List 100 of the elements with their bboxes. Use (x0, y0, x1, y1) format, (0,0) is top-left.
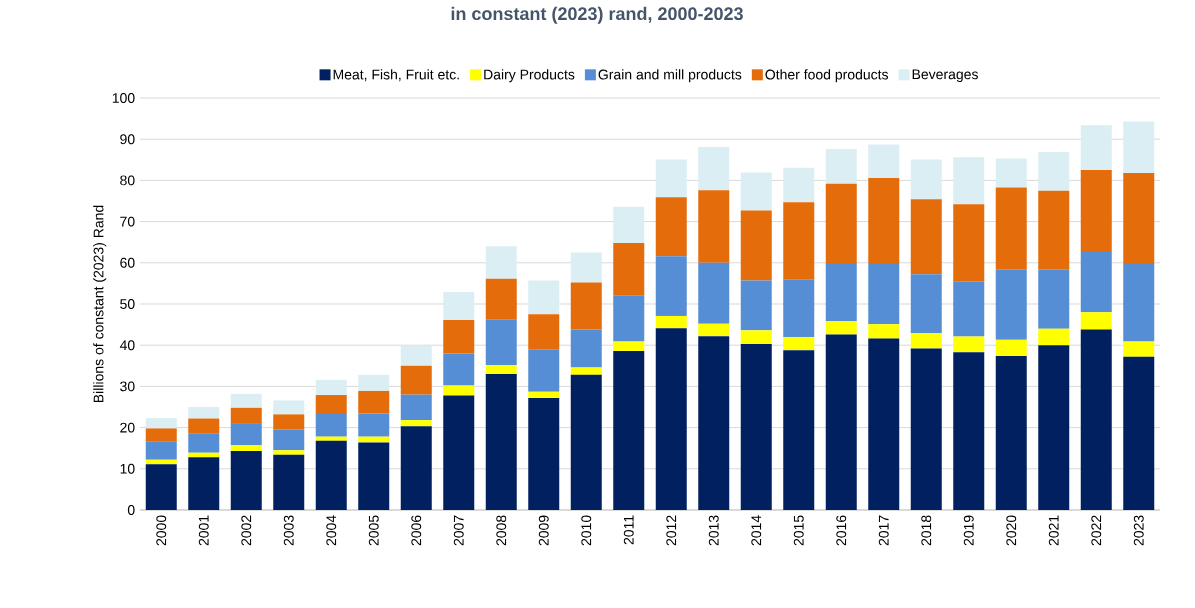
bar (613, 206, 645, 244)
bar (273, 454, 305, 510)
x-tick-label: 2010 (581, 515, 592, 546)
bar (358, 442, 390, 510)
x-tick-label: 2013 (708, 515, 719, 546)
bar (1038, 190, 1070, 270)
x-tick-label: 2001 (198, 515, 209, 546)
bar (315, 436, 347, 441)
y-tick-label: 60 (120, 257, 135, 268)
bar (995, 158, 1027, 188)
bar (400, 426, 432, 510)
bar (145, 418, 177, 429)
y-tick-label: 100 (112, 93, 135, 103)
bar (528, 397, 560, 510)
bar (613, 243, 645, 296)
bar (443, 292, 475, 321)
bar (1123, 121, 1155, 173)
bar (528, 280, 560, 315)
bar (570, 252, 602, 283)
bar (230, 407, 262, 424)
bar (698, 147, 730, 191)
x-tick-label: 2016 (836, 515, 847, 546)
bar (783, 350, 815, 510)
bar (740, 280, 772, 331)
bar (485, 319, 517, 365)
bar (655, 197, 687, 257)
bar (910, 274, 942, 334)
x-tick-label: 2022 (1091, 515, 1102, 546)
bar (188, 457, 220, 510)
bar (315, 379, 347, 396)
chart-title: in constant (2023) rand, 2000-2023 (451, 6, 743, 24)
bar (1038, 151, 1070, 191)
bar (1080, 329, 1112, 510)
bar (740, 210, 772, 281)
bar (485, 364, 517, 375)
bar (825, 149, 857, 184)
y-tick-label: 40 (119, 340, 135, 351)
x-tick-label: 2021 (1048, 515, 1059, 546)
bar (230, 423, 262, 446)
bar (400, 394, 432, 421)
bar (995, 339, 1027, 356)
x-tick-label: 2007 (453, 515, 464, 546)
bar (400, 346, 432, 366)
bar (953, 336, 985, 353)
bar (910, 159, 942, 200)
x-tick-label: 2011 (623, 515, 634, 545)
legend-label: Beverages (912, 69, 978, 82)
bar (570, 374, 602, 510)
x-tick-label: 2000 (156, 515, 167, 546)
bar (528, 391, 560, 398)
bar (1080, 312, 1112, 330)
bar (783, 202, 815, 280)
bar (655, 328, 687, 510)
x-tick-label: 2002 (241, 515, 252, 546)
x-tick-label: 2009 (538, 515, 549, 546)
bar (1038, 345, 1070, 510)
bar (1038, 269, 1070, 329)
x-tick-label: 2019 (963, 515, 974, 546)
y-tick-label: 80 (120, 175, 135, 186)
bar (188, 433, 220, 453)
bar (613, 295, 645, 342)
bar (273, 450, 305, 455)
bar (273, 429, 305, 451)
bar (358, 413, 390, 437)
bar (825, 183, 857, 265)
bar (698, 262, 730, 324)
bar (570, 329, 602, 368)
bar (315, 440, 347, 510)
bar (485, 278, 517, 320)
bar (188, 407, 220, 419)
y-tick-label: 10 (120, 463, 135, 474)
legend-label: Grain and mill products (598, 69, 742, 83)
bar (698, 336, 730, 510)
legend-label: Meat, Fish, Fruit etc. (333, 69, 459, 82)
bar (315, 395, 347, 414)
bar (740, 172, 772, 211)
y-tick-label: 70 (120, 216, 135, 227)
bar (910, 333, 942, 349)
bar (273, 400, 305, 415)
bar (953, 352, 985, 510)
x-tick-label: 2003 (283, 515, 294, 546)
bar (188, 418, 220, 434)
x-tick-label: 2006 (411, 515, 422, 546)
x-tick-label: 2015 (793, 515, 804, 546)
bar (1080, 170, 1112, 253)
bar (995, 355, 1027, 510)
bar (358, 390, 390, 414)
bar (910, 199, 942, 275)
bar (740, 330, 772, 344)
bar (400, 420, 432, 427)
bar (655, 256, 687, 316)
bar (698, 323, 730, 337)
bar (273, 414, 305, 430)
bar (655, 159, 687, 198)
bar (570, 282, 602, 330)
x-tick-label: 2020 (1006, 515, 1017, 546)
bar (995, 187, 1027, 270)
bar (868, 264, 900, 325)
bar (613, 341, 645, 351)
y-tick-label: 0 (127, 505, 135, 515)
